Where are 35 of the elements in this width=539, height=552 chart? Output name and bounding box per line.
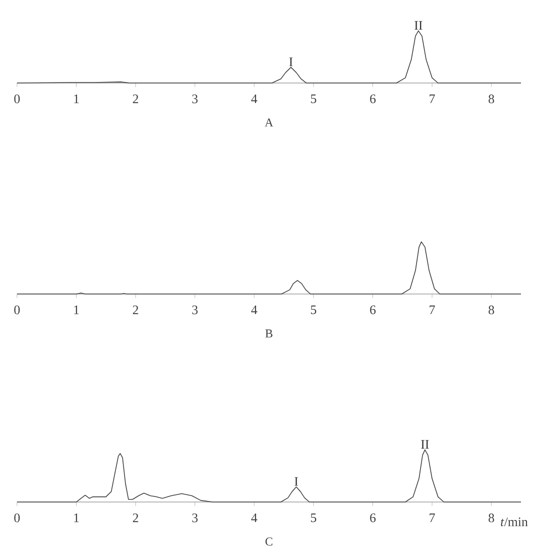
x-tick-label: 8 bbox=[488, 94, 494, 104]
x-tick-label: 7 bbox=[430, 306, 435, 314]
x-tick-label: 1 bbox=[74, 94, 79, 104]
x-tick-label: 0 bbox=[14, 306, 20, 314]
x-tick-label: 4 bbox=[251, 514, 258, 522]
x-tick-label: 8 bbox=[488, 514, 494, 522]
text: A bbox=[264, 118, 274, 126]
x-tick-label: 6 bbox=[370, 94, 376, 104]
x-tick-label: 2 bbox=[132, 306, 138, 314]
x-tick-label: 2 bbox=[132, 514, 138, 522]
annotation: I bbox=[294, 477, 298, 486]
x-tick-label: 7 bbox=[430, 94, 435, 104]
x-tick-label: 3 bbox=[192, 94, 198, 104]
x-tick-label: 0 bbox=[14, 94, 20, 104]
x-tick-label: 4 bbox=[251, 94, 258, 104]
annotation: II bbox=[421, 440, 429, 449]
annotation: II bbox=[414, 21, 422, 30]
x-tick-label: 6 bbox=[370, 514, 376, 522]
x-tick-label: 0 bbox=[14, 514, 20, 522]
x-tick-label: 2 bbox=[132, 94, 138, 104]
x-tick-label: 7 bbox=[430, 514, 435, 522]
x-tick-label: 8 bbox=[488, 306, 494, 314]
text: C bbox=[265, 538, 272, 546]
x-tick-label: 3 bbox=[192, 514, 198, 522]
x-tick-label: 5 bbox=[310, 514, 316, 522]
x-tick-label: 4 bbox=[251, 306, 258, 314]
x-tick-label: 1 bbox=[74, 306, 79, 314]
annotation: I bbox=[289, 58, 293, 66]
text: B bbox=[265, 330, 272, 338]
x-tick-label: 5 bbox=[310, 306, 316, 314]
x-tick-label: 3 bbox=[192, 306, 198, 314]
x-axis-title: t/min bbox=[500, 518, 528, 526]
x-tick-label: 6 bbox=[370, 306, 376, 314]
x-tick-label: 5 bbox=[310, 94, 316, 104]
x-tick-label: 1 bbox=[74, 514, 79, 522]
